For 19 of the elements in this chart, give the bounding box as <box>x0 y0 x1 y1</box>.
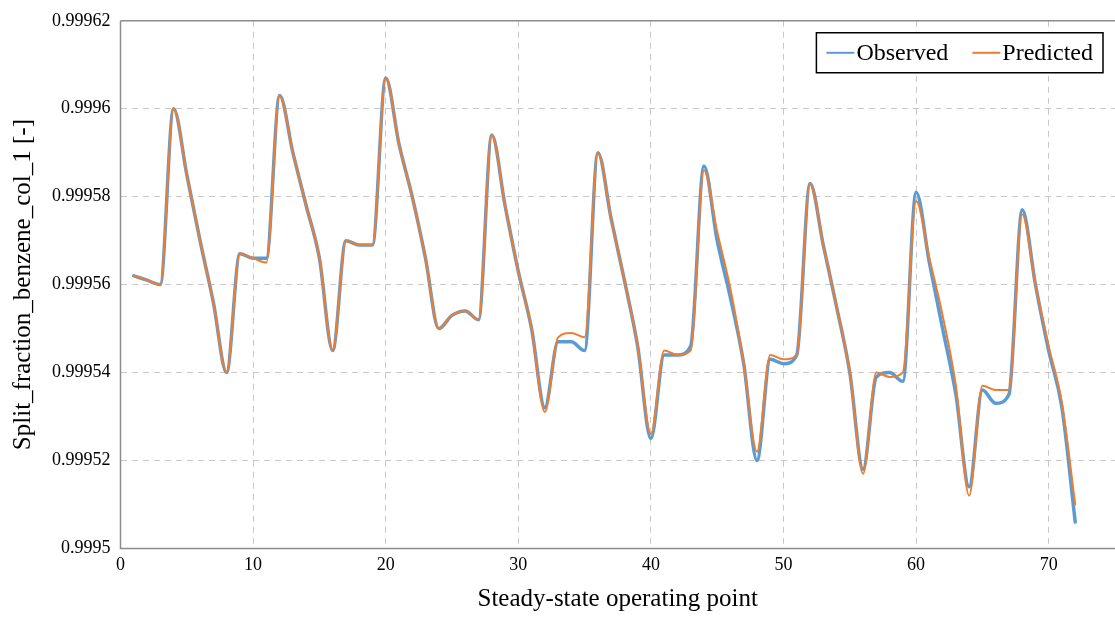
x-tick-label: 20 <box>376 553 395 574</box>
y-tick-label: 0.9995 <box>61 537 111 558</box>
x-tick-label: 30 <box>509 553 528 574</box>
x-tick-label: 10 <box>244 553 263 574</box>
x-tick-label: 70 <box>1039 553 1058 574</box>
y-tick-label: 0.99952 <box>52 449 111 470</box>
y-axis-title: Split_fraction_benzene_col_1 [-] <box>7 119 35 451</box>
y-tick-label: 0.99954 <box>52 361 111 382</box>
x-tick-label: 60 <box>907 553 926 574</box>
legend-label: Observed <box>856 39 949 66</box>
x-tick-label: 0 <box>116 553 125 574</box>
x-axis-title: Steady-state operating point <box>477 583 759 611</box>
x-tick-label: 50 <box>774 553 793 574</box>
legend-label: Predicted <box>1002 39 1094 66</box>
y-tick-label: 0.99958 <box>52 185 111 206</box>
y-tick-label: 0.9996 <box>61 97 111 118</box>
y-tick-label: 0.99956 <box>52 273 111 294</box>
x-tick-label: 40 <box>641 553 660 574</box>
y-tick-label: 0.99962 <box>52 9 111 30</box>
